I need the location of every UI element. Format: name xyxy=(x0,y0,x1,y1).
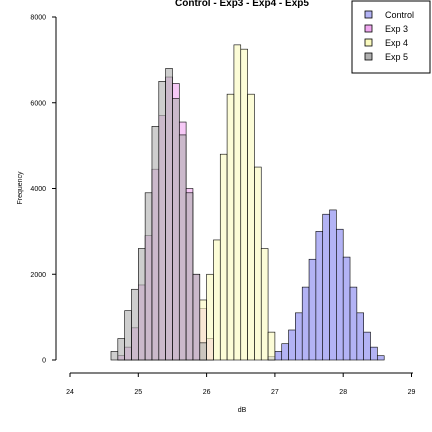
histogram-bar xyxy=(308,258,317,361)
x-tick-label: 25 xyxy=(134,389,142,396)
histogram-bar xyxy=(349,286,358,361)
histogram-bar xyxy=(356,312,364,361)
histogram-bar xyxy=(260,248,269,361)
histogram-bar xyxy=(363,331,371,361)
histogram-bar xyxy=(219,153,228,361)
histogram-bar xyxy=(206,273,214,361)
histogram-bar xyxy=(117,338,125,361)
histogram-bar xyxy=(158,81,166,361)
histogram-bar xyxy=(377,355,385,361)
legend-label: Exp 3 xyxy=(385,24,408,34)
histogram-bars xyxy=(110,44,385,361)
histogram-bar xyxy=(247,93,255,361)
histogram-bar xyxy=(226,93,235,361)
legend-label: Control xyxy=(385,10,414,20)
histogram-bar xyxy=(281,343,289,361)
histogram-bar xyxy=(370,346,378,361)
legend-label: Exp 5 xyxy=(385,52,408,62)
y-axis-ticks: 0 2000 4000 6000 8000 xyxy=(30,15,56,365)
y-tick-label: 8000 xyxy=(30,15,46,22)
histogram-bar xyxy=(322,213,330,361)
histogram-bar xyxy=(301,286,310,361)
histogram-bar xyxy=(138,248,146,361)
histogram-bar xyxy=(274,351,283,361)
histogram-bar xyxy=(178,134,187,361)
x-axis-label: dB xyxy=(238,407,247,414)
histogram-bar xyxy=(336,228,344,361)
histogram-bar xyxy=(172,98,180,361)
legend-swatch xyxy=(364,24,373,33)
histogram-bar xyxy=(233,44,242,361)
histogram-bar xyxy=(342,256,351,361)
x-tick-label: 26 xyxy=(203,389,211,396)
histogram-bar xyxy=(267,331,276,361)
x-tick-label: 28 xyxy=(339,389,347,396)
legend: Control Exp 3 Exp 4 Exp 5 xyxy=(351,0,431,74)
series-exp-4 xyxy=(199,44,276,361)
legend-swatch xyxy=(364,52,373,61)
histogram-bar xyxy=(192,273,201,361)
histogram-bar xyxy=(199,342,207,361)
histogram-bar xyxy=(295,312,303,361)
x-axis-ticks: 24 25 26 27 28 29 xyxy=(66,373,415,396)
y-axis-label: Frequency xyxy=(17,171,24,205)
histogram-bar xyxy=(165,68,173,361)
histogram-bar xyxy=(213,239,221,361)
x-tick-label: 27 xyxy=(271,389,279,396)
series-exp-5 xyxy=(110,68,207,361)
histogram-bar xyxy=(131,288,139,361)
y-tick-label: 4000 xyxy=(30,186,46,193)
legend-swatch xyxy=(364,10,373,19)
histogram-bar xyxy=(124,310,132,361)
legend-swatch xyxy=(364,38,373,47)
chart-title: Control - Exp3 - Exp4 - Exp5 xyxy=(175,0,309,9)
y-tick-label: 2000 xyxy=(30,272,46,279)
x-tick-label: 29 xyxy=(408,389,416,396)
legend-label: Exp 4 xyxy=(385,38,408,48)
histogram-bar xyxy=(288,329,296,361)
histogram-bar xyxy=(254,166,262,361)
histogram-bar xyxy=(185,192,194,361)
histogram-bar xyxy=(329,209,337,361)
y-tick-label: 0 xyxy=(42,358,46,365)
histogram-bar xyxy=(151,126,160,361)
series-control xyxy=(267,209,385,361)
histogram-bar xyxy=(144,192,153,361)
x-tick-label: 24 xyxy=(66,389,74,396)
histogram-bar xyxy=(240,48,248,361)
histogram-bar xyxy=(110,351,119,361)
histogram-bar xyxy=(315,231,324,361)
y-tick-label: 6000 xyxy=(30,100,46,107)
